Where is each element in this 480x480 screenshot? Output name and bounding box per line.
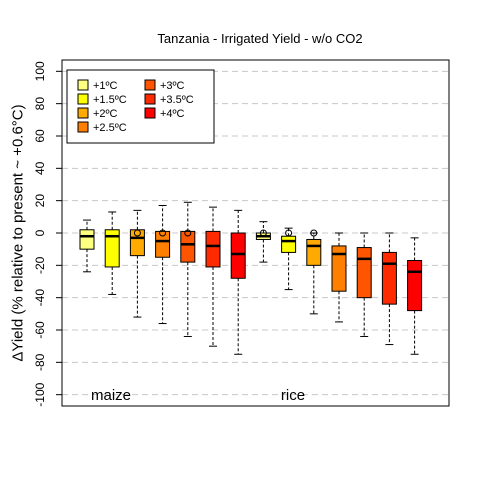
box-body [306, 238, 322, 266]
y-tick-label: 40 [33, 161, 47, 175]
legend-swatch [144, 107, 156, 119]
legend-label: +1ºC [93, 80, 118, 92]
box-maize-2 [129, 209, 145, 318]
outlier-point [310, 229, 318, 237]
plot-frame [61, 59, 450, 407]
y-axis-label: ΔYield (% relative to present ~ +0.6°C) [10, 104, 27, 361]
box-maize-0 [79, 219, 95, 273]
box-body [356, 247, 372, 299]
box-rice-3 [331, 232, 347, 323]
box-maize-3 [155, 205, 171, 325]
y-tick-label: -60 [33, 321, 47, 339]
box-maize-4 [180, 201, 196, 337]
box-rice-4 [356, 232, 372, 337]
box-rice-2 [306, 229, 322, 315]
box-rice-1 [281, 227, 297, 291]
legend-label: +2.5ºC [93, 122, 127, 134]
box-maize-6 [230, 209, 246, 355]
box-body [79, 229, 95, 250]
y-tick-label: 0 [33, 229, 47, 236]
legend-swatch [77, 121, 89, 133]
box-maize-5 [205, 206, 221, 347]
legend-label: +3.5ºC [160, 94, 194, 106]
group-labels: maize rice [91, 387, 305, 404]
legend: +1ºC +1.5ºC +2ºC +2.5ºC +3ºC +3.5ºC +4ºC [66, 69, 215, 144]
y-tick-label: 100 [33, 61, 47, 81]
box-rice-6 [407, 237, 423, 355]
legend-box [66, 69, 215, 144]
y-tick-label: -100 [33, 382, 47, 406]
box-rice-5 [381, 232, 397, 346]
box-body [381, 251, 397, 305]
box-maize-1 [104, 211, 120, 295]
box-body [230, 232, 246, 279]
box-body [155, 230, 171, 258]
box-body [205, 230, 221, 268]
y-tick-label: -20 [33, 256, 47, 274]
y-tick-label: 20 [33, 194, 47, 208]
outlier-point [285, 229, 293, 237]
outlier-point [259, 229, 267, 237]
box-rice-0 [255, 221, 271, 263]
box-body [104, 229, 120, 268]
legend-label: +2ºC [93, 108, 118, 120]
legend-swatch [144, 93, 156, 105]
group-label-maize: maize [91, 387, 131, 404]
y-axis: -100 -80 -60 -40 -20 0 20 40 60 80 100 [33, 61, 63, 407]
box-body [281, 235, 297, 253]
legend-swatch [77, 107, 89, 119]
legend-swatch [144, 79, 156, 91]
y-tick-label: 80 [33, 97, 47, 111]
box-body [129, 229, 145, 257]
chart-title: Tanzania - Irrigated Yield - w/o CO2 [157, 31, 362, 46]
outlier-point [184, 229, 192, 237]
legend-label: +4ºC [160, 108, 185, 120]
box-body [180, 230, 196, 263]
legend-swatch [77, 93, 89, 105]
y-tick-label: 60 [33, 129, 47, 143]
group-label-rice: rice [281, 387, 305, 404]
y-tick-label: -40 [33, 289, 47, 307]
y-tick-label: -80 [33, 353, 47, 371]
box-body [331, 245, 347, 292]
legend-label: +3ºC [160, 80, 185, 92]
legend-swatch [77, 79, 89, 91]
outlier-point [133, 229, 141, 237]
box-body [407, 259, 423, 312]
outlier-point [159, 229, 167, 237]
legend-label: +1.5ºC [93, 94, 127, 106]
boxes [79, 201, 423, 355]
